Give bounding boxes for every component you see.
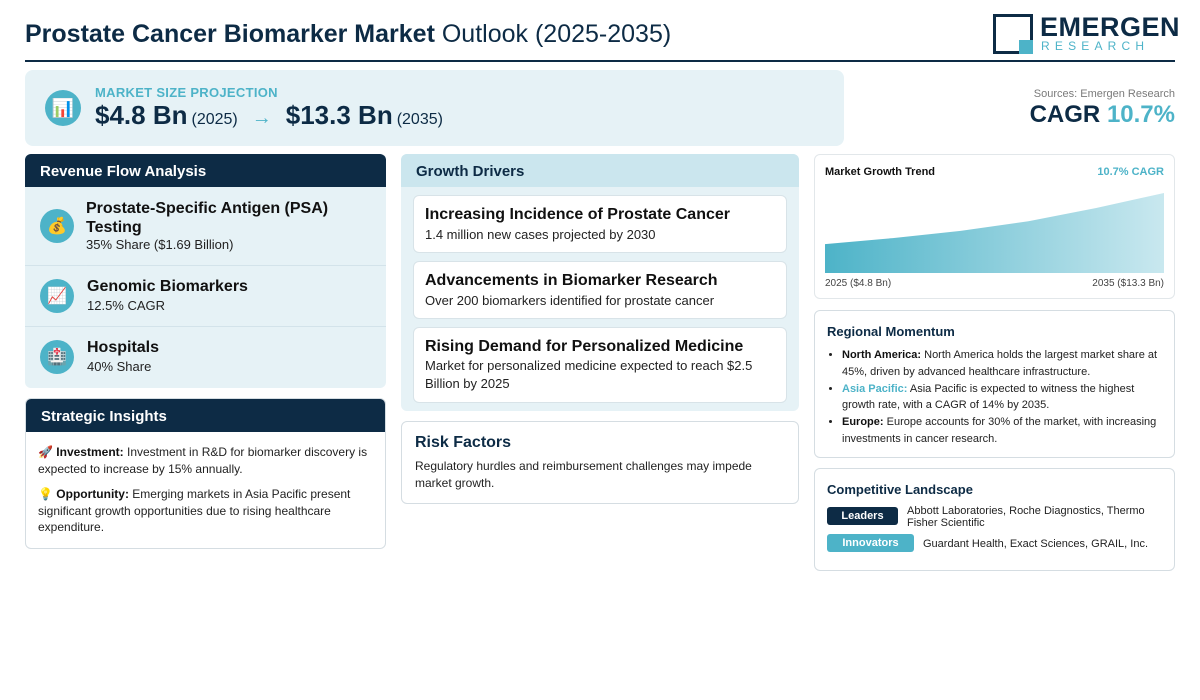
leaders-text: Abbott Laboratories, Roche Diagnostics, … — [907, 505, 1145, 529]
innovators-text: Guardant Health, Exact Sciences, GRAIL, … — [923, 538, 1148, 550]
risk-factors-text: Regulatory hurdles and reimbursement cha… — [415, 459, 752, 490]
cagr-summary: Sources: Emergen Research CAGR 10.7% — [1030, 88, 1175, 129]
driver-title: Advancements in Biomarker Research — [425, 272, 718, 289]
chart-start-label: 2025 ($4.8 Bn) — [825, 278, 892, 289]
chart-end-label: 2035 ($13.3 Bn) — [1092, 278, 1164, 289]
region-item: Europe: Europe accounts for 30% of the m… — [842, 414, 1164, 448]
investment-insight: 🚀 Investment: Investment in R&D for biom… — [38, 445, 368, 476]
driver-title: Rising Demand for Personalized Medicine — [425, 338, 744, 355]
revenue-item-title: Hospitals — [87, 339, 160, 356]
driver-item: Increasing Incidence of Prostate Cancer … — [413, 195, 787, 253]
revenue-item-title: Prostate-Specific Antigen (PSA) Testing — [86, 200, 329, 236]
driver-title: Increasing Incidence of Prostate Cancer — [425, 206, 730, 223]
regional-momentum-card: Regional Momentum North America: North A… — [814, 310, 1175, 458]
revenue-item-title: Genomic Biomarkers — [87, 278, 248, 295]
strategic-insights-card: Strategic Insights 🚀 Investment: Investm… — [25, 398, 386, 549]
logo-wordmark: EMERGEN — [1040, 12, 1181, 42]
driver-item: Advancements in Biomarker Research Over … — [413, 261, 787, 319]
revenue-flow-title: Revenue Flow Analysis — [25, 154, 386, 187]
risk-factors-title: Risk Factors — [415, 434, 512, 451]
brand-logo[interactable]: EMERGEN RESEARCH — [993, 12, 1180, 56]
competitive-landscape-title: Competitive Landscape — [827, 482, 973, 497]
start-year: (2025) — [191, 111, 238, 128]
logo-subtitle: RESEARCH — [1041, 39, 1150, 53]
growth-area — [825, 193, 1164, 273]
driver-text: 1.4 million new cases projected by 2030 — [425, 227, 656, 242]
growth-drivers-card: Growth Drivers Increasing Incidence of P… — [401, 154, 799, 411]
source-note: Sources: Emergen Research — [1033, 88, 1175, 100]
hospital-icon: 🏥 — [40, 340, 74, 374]
start-value: $4.8 Bn — [95, 100, 188, 130]
header: Prostate Cancer Biomarker Market Outlook… — [25, 12, 1180, 62]
chart-cagr-label: 10.7% CAGR — [1097, 166, 1164, 178]
logo-mark-icon — [993, 14, 1033, 54]
competitive-landscape-card: Competitive Landscape Leaders Abbott Lab… — [814, 468, 1175, 571]
revenue-item: 💰 Prostate-Specific Antigen (PSA) Testin… — [25, 187, 386, 266]
trend-up-icon: 📈 — [40, 279, 74, 313]
revenue-item: 📈 Genomic Biomarkers 12.5% CAGR — [25, 266, 386, 327]
leaders-badge: Leaders — [827, 507, 898, 525]
cagr-value: CAGR 10.7% — [1029, 101, 1175, 128]
region-item: Asia Pacific: Asia Pacific is expected t… — [842, 381, 1164, 415]
region-item: North America: North America holds the l… — [842, 347, 1164, 381]
opportunity-insight: 💡 Opportunity: Emerging markets in Asia … — [38, 487, 351, 534]
chart-title: Market Growth Trend — [825, 166, 936, 178]
revenue-item-sub: 40% Share — [87, 359, 152, 374]
chart-icon: 📊 — [45, 90, 81, 126]
page-title: Prostate Cancer Biomarker Market Outlook… — [25, 20, 672, 48]
lightbulb-icon: 💡 — [38, 487, 53, 501]
revenue-item-sub: 12.5% CAGR — [87, 298, 166, 313]
market-size-banner: 📊 MARKET SIZE PROJECTION $4.8 Bn (2025) → $… — [25, 70, 844, 146]
region-list: North America: North America holds the l… — [842, 347, 1164, 448]
revenue-item-sub: 35% Share ($1.69 Billion) — [86, 237, 234, 252]
market-size-label: MARKET SIZE PROJECTION — [95, 85, 278, 100]
growth-drivers-title: Growth Drivers — [401, 154, 799, 187]
risk-factors-card: Risk Factors Regulatory hurdles and reim… — [401, 421, 799, 504]
strategic-insights-title: Strategic Insights — [26, 399, 385, 432]
rocket-icon: 🚀 — [38, 445, 53, 459]
growth-area-chart — [825, 193, 1164, 273]
money-bag-icon: 💰 — [40, 209, 74, 243]
driver-item: Rising Demand for Personalized Medicine … — [413, 327, 787, 403]
driver-text: Over 200 biomarkers identified for prost… — [425, 293, 715, 308]
regional-momentum-title: Regional Momentum — [827, 324, 955, 339]
driver-text: Market for personalized medicine expecte… — [425, 358, 753, 391]
market-growth-trend-card: Market Growth Trend 10.7% CAGR 2025 ($4.… — [814, 154, 1175, 299]
end-year: (2035) — [396, 111, 443, 128]
arrow-right-icon: → — [251, 107, 272, 129]
innovators-badge: Innovators — [827, 534, 914, 552]
end-value: $13.3 Bn — [285, 100, 393, 130]
revenue-item: 🏥 Hospitals 40% Share — [25, 327, 386, 388]
revenue-flow-card: Revenue Flow Analysis 💰 Prostate-Specifi… — [25, 154, 386, 388]
market-size-values: $4.8 Bn (2025) → $13.3 Bn (2035) — [95, 100, 443, 131]
